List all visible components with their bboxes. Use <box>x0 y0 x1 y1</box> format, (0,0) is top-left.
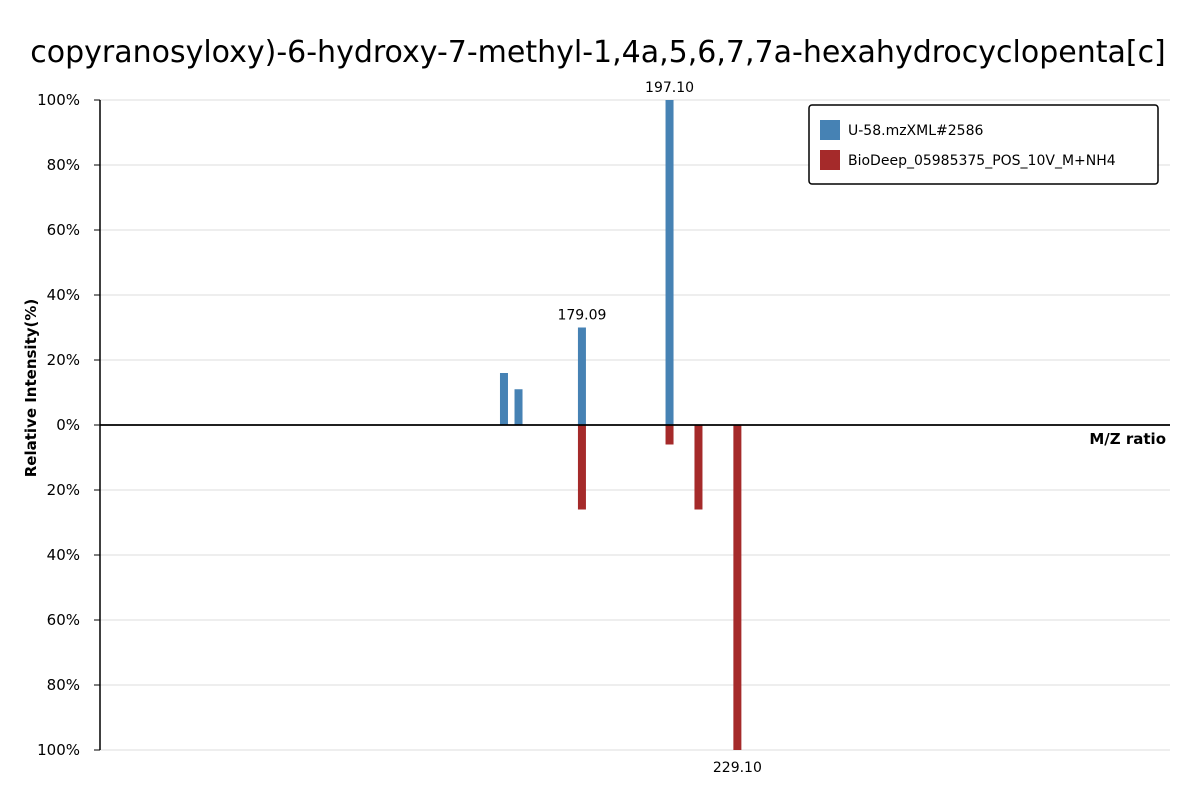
query-peak-bar <box>577 327 586 425</box>
legend-label-reference: BioDeep_05985375_POS_10V_M+NH4 <box>848 153 1116 169</box>
legend-label-query: U-58.mzXML#2586 <box>848 123 983 139</box>
query-peak-bar <box>665 100 674 425</box>
peak-bars <box>499 100 742 750</box>
legend-swatch-query <box>820 120 840 140</box>
query-peak-bar <box>499 373 508 425</box>
y-tick-label: 0% <box>56 416 80 434</box>
peak-labels: 179.09 197.10 229.10 <box>557 80 761 776</box>
y-tick-label: 40% <box>47 286 80 304</box>
y-tick-label: 100% <box>37 91 80 109</box>
legend-box <box>808 104 1159 185</box>
legend-swatch-reference <box>820 150 840 170</box>
chart-title: copyranosyloxy)-6-hydroxy-7-methyl-1,4a,… <box>30 35 1166 70</box>
y-tick-label: 100% <box>37 741 80 759</box>
x-axis-label: M/Z ratio <box>1089 430 1166 448</box>
y-tick-label: 40% <box>47 546 80 564</box>
peak-mz-label: 229.10 <box>713 760 762 776</box>
y-axis-label: Relative Intensity(%) <box>22 299 40 478</box>
reference-peak-bar <box>577 425 586 510</box>
y-tick-label: 80% <box>47 156 80 174</box>
y-tick-label: 60% <box>47 221 80 239</box>
query-peak-bar <box>514 389 523 425</box>
y-tick-label: 60% <box>47 611 80 629</box>
reference-peak-bar <box>665 425 674 445</box>
y-tick-label: 20% <box>47 351 80 369</box>
y-tick-label: 80% <box>47 676 80 694</box>
reference-peak-bar <box>733 425 742 750</box>
y-tick-label: 20% <box>47 481 80 499</box>
peak-mz-label: 179.09 <box>557 308 606 324</box>
reference-peak-bar <box>694 425 703 510</box>
peak-mz-label: 197.10 <box>645 80 694 96</box>
y-tick-labels: 100% 80% 60% 40% 20% 0% 20% 40% 60% 80% 100% <box>37 91 100 759</box>
legend: U-58.mzXML#2586 BioDeep_05985375_POS_10V… <box>808 104 1159 185</box>
